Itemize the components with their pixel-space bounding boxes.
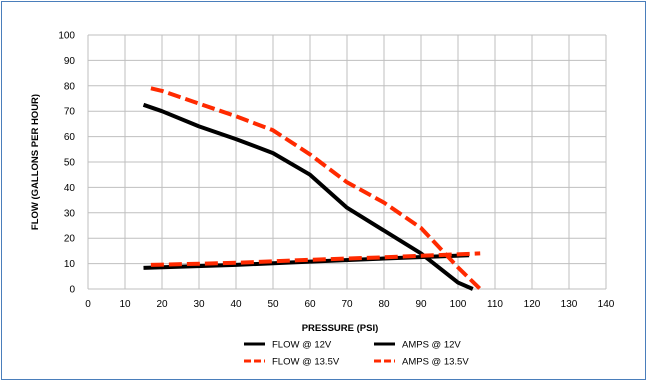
y-tick-label: 10 [64, 259, 76, 270]
series-line-amps-13-5v [150, 251, 481, 267]
x-tick-label: 40 [230, 299, 242, 310]
x-tick-label: 140 [598, 299, 615, 310]
y-tick-label: 20 [64, 234, 76, 245]
series-line-flow-13-5v [150, 86, 482, 291]
x-tick-label: 130 [561, 299, 578, 310]
y-tick-label: 40 [64, 183, 76, 194]
y-tick-label: 90 [64, 56, 76, 67]
legend-label: FLOW @ 13.5V [272, 357, 340, 368]
x-tick-label: 100 [450, 299, 467, 310]
chart-grid [87, 34, 607, 290]
x-tick-labels: 0 10 20 30 40 50 60 70 80 90 100 110 120 130 140 [85, 299, 615, 310]
chart-frame: 0 10 20 30 40 50 60 70 80 90 100 110 120 130 140 0 10 20… [1, 1, 646, 380]
x-tick-label: 20 [156, 299, 168, 310]
x-tick-label: 0 [85, 299, 91, 310]
x-tick-label: 120 [524, 299, 541, 310]
chart-series [142, 86, 482, 291]
x-tick-label: 70 [341, 299, 353, 310]
y-tick-label: 70 [64, 107, 76, 118]
chart-legend: FLOW @ 12V AMPS @ 12V FLOW @ 13.5V AMPS @ 1… [244, 340, 469, 368]
y-tick-label: 0 [69, 285, 75, 296]
y-tick-labels: 0 10 20 30 40 50 60 70 80 90 100 [58, 31, 75, 296]
x-tick-label: 90 [415, 299, 427, 310]
x-tick-label: 110 [487, 299, 503, 310]
legend-label: FLOW @ 12V [272, 340, 332, 351]
x-tick-label: 60 [304, 299, 316, 310]
y-axis-title: FLOW (GALLONS PER HOUR) [30, 94, 41, 230]
x-axis-title: PRESSURE (PSI) [302, 323, 379, 334]
y-tick-label: 80 [64, 81, 76, 92]
x-tick-label: 50 [267, 299, 279, 310]
x-tick-label: 10 [119, 299, 131, 310]
y-tick-label: 50 [64, 158, 76, 169]
y-tick-label: 60 [64, 132, 76, 143]
legend-label: AMPS @ 12V [402, 340, 461, 351]
y-tick-label: 100 [58, 31, 75, 42]
series-line-flow-12v [142, 102, 474, 291]
x-tick-label: 80 [378, 299, 390, 310]
y-tick-label: 30 [64, 208, 76, 219]
legend-label: AMPS @ 13.5V [402, 357, 469, 368]
x-tick-label: 30 [193, 299, 205, 310]
